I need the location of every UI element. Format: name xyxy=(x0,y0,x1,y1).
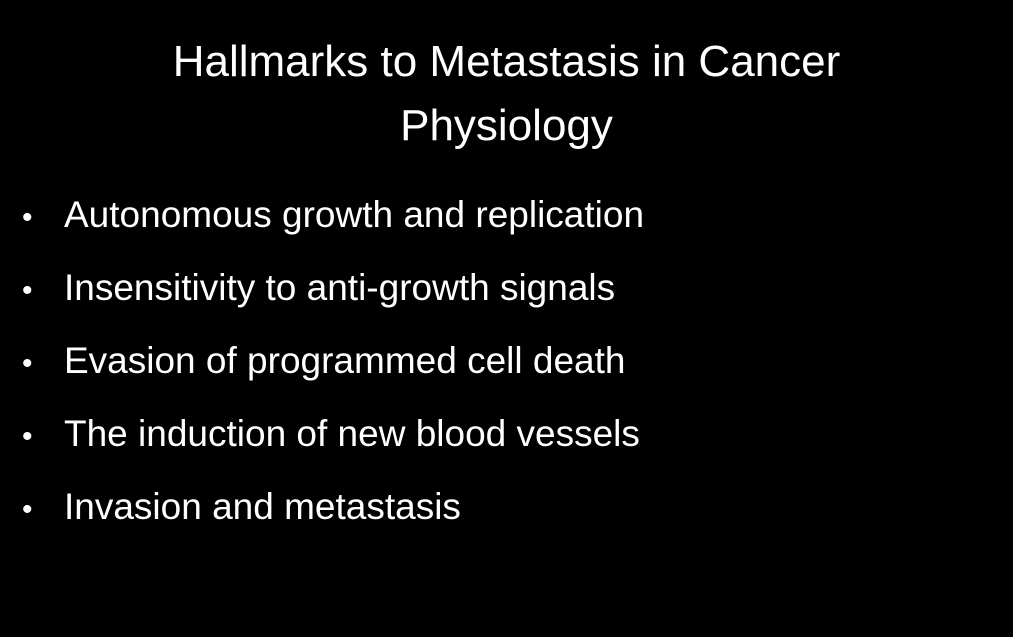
bullet-text: Evasion of programmed cell death xyxy=(64,340,626,381)
bullet-icon: • xyxy=(22,201,33,234)
bullet-item: • Insensitivity to anti-growth signals xyxy=(22,253,982,326)
bullet-icon: • xyxy=(22,420,33,453)
bullet-item: • Autonomous growth and replication xyxy=(22,180,982,253)
slide-title: Hallmarks to Metastasis in Cancer Physio… xyxy=(60,30,953,158)
bullet-icon: • xyxy=(22,347,33,380)
slide-title-line-1: Hallmarks to Metastasis in Cancer xyxy=(172,37,841,86)
bullet-text: Invasion and metastasis xyxy=(64,486,461,527)
bullet-list: • Autonomous growth and replication • In… xyxy=(22,180,982,545)
slide-title-line-2: Physiology xyxy=(400,101,613,150)
bullet-text: Insensitivity to anti-growth signals xyxy=(64,267,616,308)
bullet-text: Autonomous growth and replication xyxy=(64,194,645,235)
bullet-item: • The induction of new blood vessels xyxy=(22,399,982,472)
bullet-item: • Evasion of programmed cell death xyxy=(22,326,982,399)
bullet-text: The induction of new blood vessels xyxy=(64,413,640,454)
bullet-icon: • xyxy=(22,493,33,526)
bullet-item: • Invasion and metastasis xyxy=(22,472,982,545)
bullet-icon: • xyxy=(22,274,33,307)
